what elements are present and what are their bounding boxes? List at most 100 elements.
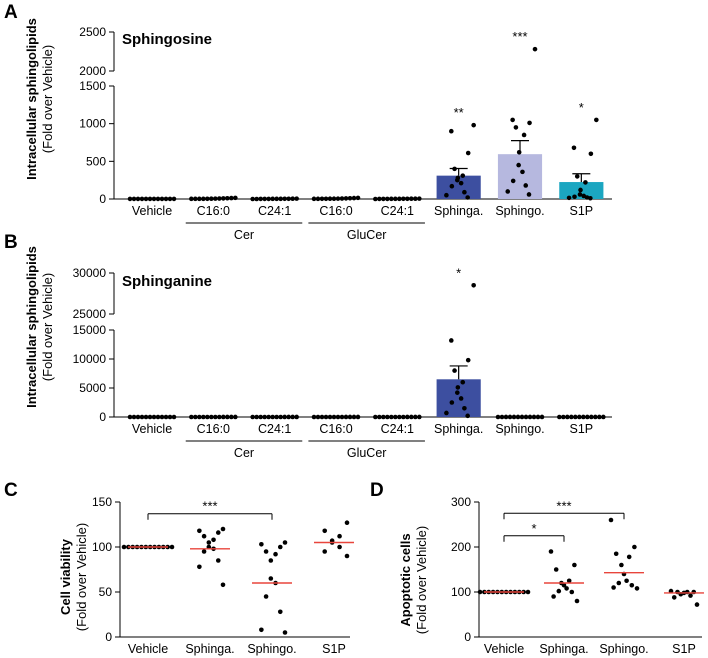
data-point <box>444 192 449 198</box>
x-tick-label: S1P <box>570 422 594 436</box>
significance-label: * <box>579 100 584 115</box>
data-point <box>220 582 226 588</box>
data-point <box>619 562 624 568</box>
y-tick-label: 2000 <box>79 64 106 78</box>
data-point <box>569 589 575 595</box>
data-point <box>351 414 357 420</box>
chart-b-ylabel: Intracellular sphingolipids <box>24 246 39 408</box>
data-point <box>551 594 556 599</box>
data-point <box>193 196 198 202</box>
data-point <box>385 196 390 202</box>
data-point <box>139 196 145 202</box>
data-point <box>268 576 274 581</box>
data-point <box>315 414 321 420</box>
data-point <box>535 414 541 420</box>
data-point <box>574 598 580 604</box>
data-point <box>516 162 521 168</box>
data-point <box>151 196 157 202</box>
x-tick-label: C16:0 <box>319 422 352 436</box>
chart-a-ylabel-sub: (Fold over Vehicle) <box>40 45 55 153</box>
data-point <box>167 414 173 420</box>
data-point <box>471 283 476 288</box>
data-point <box>294 196 299 201</box>
data-point <box>262 196 267 202</box>
data-point <box>532 46 538 52</box>
x-tick-label: Sphinga. <box>434 204 483 218</box>
data-point <box>527 414 533 420</box>
data-point <box>229 414 234 420</box>
data-point <box>213 196 218 201</box>
y-tick-label: 10000 <box>73 352 107 366</box>
data-point <box>557 414 562 420</box>
data-point <box>221 414 226 420</box>
y-tick-label: 150 <box>92 495 112 509</box>
data-point <box>121 544 127 550</box>
data-point <box>139 414 145 420</box>
data-point <box>337 533 342 539</box>
data-point <box>377 196 382 202</box>
x-tick-label: C16:0 <box>319 204 352 218</box>
significance-label: *** <box>556 498 571 513</box>
data-point <box>566 195 572 201</box>
chart-a-title: Sphingosine <box>122 31 212 48</box>
data-point <box>553 567 559 572</box>
data-point <box>519 414 525 420</box>
bar-sphinga <box>436 175 481 199</box>
data-point <box>462 406 467 411</box>
y-tick-label: 5000 <box>79 381 106 395</box>
data-point <box>217 414 222 420</box>
data-point <box>409 414 414 420</box>
data-point <box>572 562 577 568</box>
group-label: Cer <box>234 446 254 460</box>
data-point <box>344 520 350 525</box>
data-point <box>578 187 583 193</box>
data-point <box>147 414 153 420</box>
data-point <box>197 528 202 534</box>
y-tick-label: 1000 <box>79 117 106 131</box>
data-point <box>270 414 275 420</box>
group-label: GluCer <box>347 446 387 460</box>
data-point <box>127 414 133 420</box>
data-point <box>510 117 515 123</box>
data-point <box>347 414 353 420</box>
data-point <box>381 414 386 420</box>
data-point <box>343 414 349 420</box>
data-point <box>389 414 394 420</box>
data-point <box>460 379 466 385</box>
y-tick-label: 15000 <box>73 323 107 337</box>
data-point <box>569 414 574 420</box>
y-tick-label: 500 <box>86 154 106 168</box>
data-point <box>135 196 141 202</box>
chart-d-ylabel-sub: (Fold over Vehicle) <box>414 526 429 634</box>
data-point <box>270 196 275 202</box>
data-point <box>462 189 467 195</box>
data-point <box>611 585 616 590</box>
y-tick-label: 50 <box>99 585 113 599</box>
chart-d-ylabel: Apoptotic cells <box>398 533 413 626</box>
data-point <box>197 414 202 420</box>
data-point <box>401 196 406 202</box>
group-label: GluCer <box>347 228 387 242</box>
data-point <box>250 414 255 420</box>
data-point <box>163 414 169 420</box>
data-point <box>444 410 449 416</box>
x-tick-label: C16:0 <box>197 204 230 218</box>
data-point <box>413 414 418 420</box>
data-point <box>608 517 614 523</box>
data-point <box>588 151 594 157</box>
data-point <box>294 414 299 420</box>
data-point <box>691 589 697 595</box>
data-point <box>389 196 394 202</box>
data-point <box>315 196 321 202</box>
data-point <box>274 414 279 420</box>
data-point <box>601 414 606 420</box>
data-point <box>167 196 173 202</box>
data-point <box>675 589 680 595</box>
data-point <box>634 586 640 591</box>
y-tick-label: 0 <box>464 630 471 644</box>
data-point <box>159 414 165 420</box>
data-point <box>520 169 525 175</box>
data-point <box>323 196 329 202</box>
